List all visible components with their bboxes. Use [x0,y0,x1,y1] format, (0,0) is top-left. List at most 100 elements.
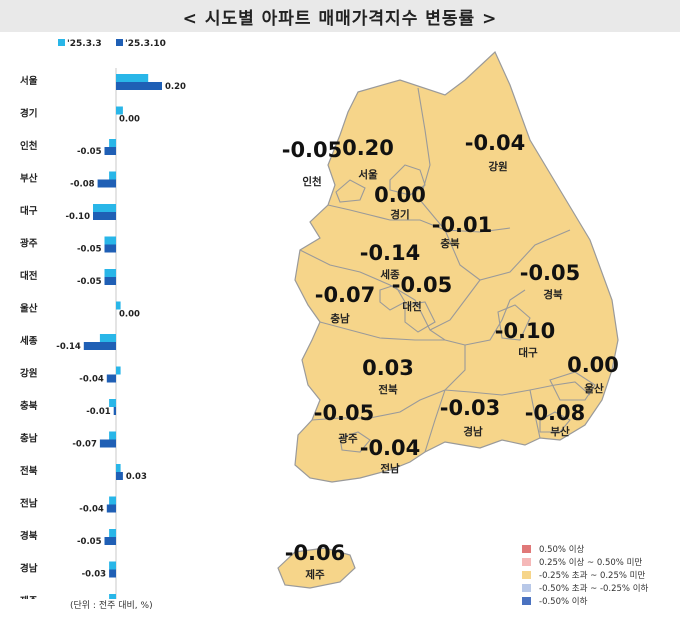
region-name: 충남 [330,312,350,325]
region-value: 0.03 [362,356,414,380]
category-label: 부산 [20,173,38,185]
data-label: 0.00 [119,115,140,125]
category-label: 강원 [20,368,37,380]
region-value: -0.05 [282,138,343,162]
legend-label: '25.3.10 [125,39,166,49]
bar [109,594,116,599]
map-region-label: 0.00 울산 [567,353,619,395]
category-label: 광주 [20,238,38,250]
region-name: 경북 [543,288,563,301]
bar [104,147,116,155]
map-region-label: -0.04 강원 [465,131,526,173]
legend-swatch [522,544,531,553]
legend-label: '25.3.3 [67,39,102,49]
region-name: 전남 [380,462,400,475]
category-label: 전남 [20,498,38,510]
map-region-label: -0.05 인천 [282,138,343,188]
category-label: 제주 [20,595,38,599]
province-borders [299,87,596,453]
bar-row: 서울 0.20 [20,74,186,92]
bar [104,277,116,285]
category-label: 대구 [20,205,38,217]
region-name: 인천 [302,175,321,188]
map-region-label: -0.03 경남 [440,396,501,438]
data-label: -0.14 [56,342,81,352]
region-value: -0.04 [465,131,526,155]
bar-row: 충남 -0.07 [20,431,116,450]
bar [104,269,116,277]
legend-label: -0.50% 이하 [539,596,588,607]
legend-item: 0.50% 이상 [522,542,648,555]
data-label: 0.03 [126,472,147,482]
region-name: 제주 [305,568,325,581]
bar-row: 강원 -0.04 [20,366,121,385]
map-region-label: -0.07 충남 [315,283,376,325]
legend-label: -0.25% 초과 ~ 0.25% 미만 [539,570,646,581]
region-value: 0.00 [374,183,426,207]
region-name: 대전 [402,300,421,313]
legend-swatch [522,557,531,566]
region-name: 경남 [463,425,483,438]
bar [99,334,116,342]
map-region-label: -0.05 대전 [392,273,453,313]
bar [109,139,116,147]
data-label: -0.04 [79,505,104,515]
data-label: -0.08 [70,180,95,190]
data-label: -0.01 [86,407,111,417]
bar-row: 경기 0.00 [20,106,140,125]
bar-legend-item: '25.3.10 [116,39,166,49]
region-value: -0.05 [520,261,581,285]
bar [116,106,123,115]
region-value: -0.05 [314,401,375,425]
legend-swatch [58,39,65,46]
data-label: -0.05 [77,537,102,547]
legend-label: 0.50% 이상 [539,544,585,555]
category-label: 경남 [20,563,38,575]
map-region-label: -0.05 경북 [520,261,581,301]
jeju-shape [277,547,356,589]
bar-row: 전북 0.03 [20,464,147,482]
bar-row: 경북 -0.05 [20,529,116,547]
bar [109,561,116,570]
region-value: 0.20 [342,136,394,160]
legend-item: -0.50% 이하 [522,594,648,607]
map-region-label: -0.10 대구 [495,319,556,359]
legend-label: -0.50% 초과 ~ -0.25% 이하 [539,583,649,594]
region-name: 울산 [584,382,604,395]
unit-note: (단위 : 전주 대비, %) [70,601,153,611]
legend-swatch [522,596,531,605]
bar [83,342,116,350]
bar-row: 충북 -0.01 [20,399,116,417]
bar-legend-item: '25.3.3 [58,39,102,49]
bar [106,374,116,383]
bar-row: 울산 0.00 [20,301,140,320]
region-name: 경기 [390,208,409,221]
category-label: 울산 [20,303,38,315]
bar-row: 경남 -0.03 [20,561,116,580]
bar-row: 광주 -0.05 [20,236,116,255]
legend-item: -0.50% 초과 ~ -0.25% 이하 [522,581,648,594]
bar [116,301,121,310]
bar-row: 제주-0.06 [20,594,116,599]
category-label: 경북 [20,530,38,542]
legend-item: 0.25% 이상 ~ 0.50% 미만 [522,555,648,568]
data-label: -0.04 [79,375,104,385]
data-label: -0.10 [66,212,91,222]
bar [109,529,116,537]
map-region-label: -0.05 광주 [314,401,375,445]
region-value: -0.06 [285,541,346,565]
legend-swatch [116,39,123,46]
bar [99,439,116,448]
map-legend: 0.50% 이상 0.25% 이상 ~ 0.50% 미만 -0.25% 초과 ~… [522,542,648,607]
bar-row: 전남 -0.04 [20,496,116,515]
category-label: 세종 [20,335,38,347]
chart-title: < 시도별 아파트 매매가격지수 변동률 > [0,0,680,32]
bar-row: 대전 -0.05 [20,269,116,287]
legend-label: 0.25% 이상 ~ 0.50% 미만 [539,557,643,568]
legend-item: -0.25% 초과 ~ 0.25% 미만 [522,568,648,581]
bar [116,82,162,90]
